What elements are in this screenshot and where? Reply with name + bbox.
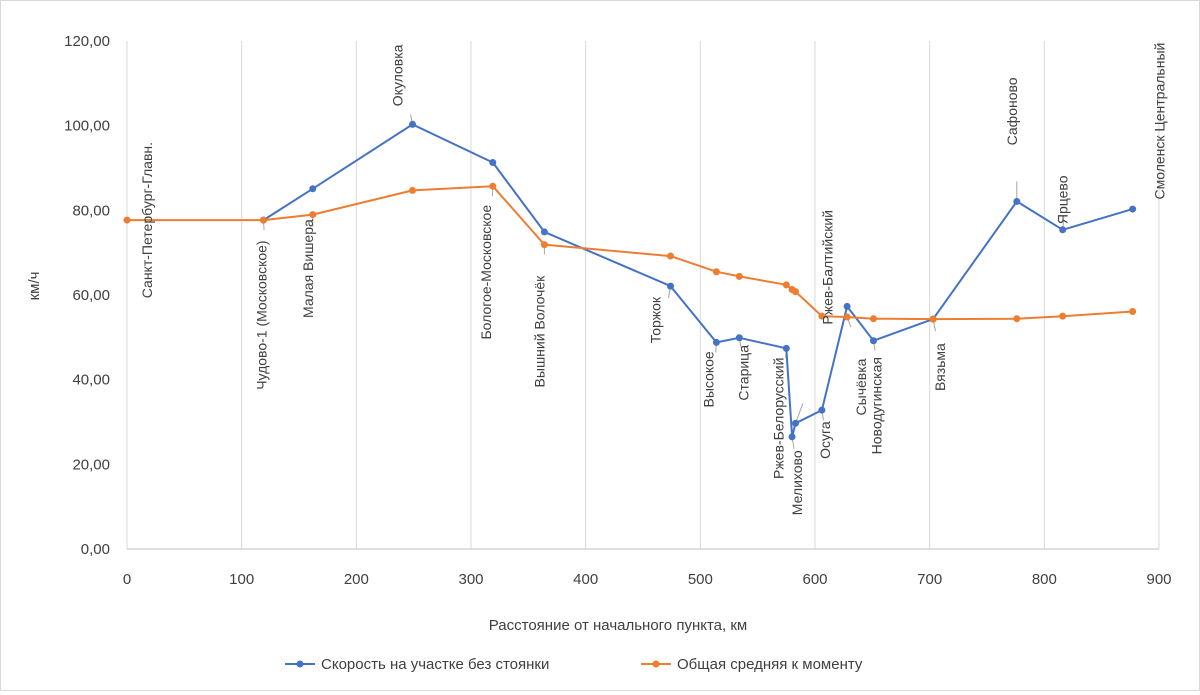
data-point <box>818 407 825 414</box>
station-label: Вышний Волочёк <box>531 275 547 388</box>
y-axis-ticks: 0,00 20,00 40,00 60,00 80,00 100,00 120,00 <box>64 33 110 558</box>
station-label: Ржев-Белорусский <box>770 358 786 479</box>
x-tick-label: 300 <box>458 571 483 588</box>
data-point <box>667 283 674 290</box>
legend-marker-average <box>653 661 660 668</box>
data-point <box>844 303 851 310</box>
y-axis-title: км/ч <box>26 272 43 301</box>
station-label: Вязьма <box>932 343 948 391</box>
data-point <box>1059 226 1066 233</box>
data-point <box>1013 315 1020 322</box>
station-label: Санкт-Петербург-Главн. <box>139 142 155 298</box>
x-tick-label: 0 <box>123 571 131 588</box>
x-axis-title: Расстояние от начального пункта, км <box>489 617 747 634</box>
data-point <box>541 241 548 248</box>
data-point <box>309 211 316 218</box>
data-point <box>1129 206 1136 213</box>
data-point <box>713 339 720 346</box>
x-tick-label: 700 <box>917 571 942 588</box>
data-point <box>409 187 416 194</box>
data-point <box>870 315 877 322</box>
data-point <box>713 268 720 275</box>
data-point <box>792 288 799 295</box>
data-point <box>930 316 937 323</box>
station-label: Смоленск Центральный <box>1152 43 1168 200</box>
station-label: Чудово-1 (Московское) <box>254 240 270 389</box>
x-tick-label: 800 <box>1032 571 1057 588</box>
data-point <box>409 121 416 128</box>
x-axis-ticks: 0 100 200 300 400 500 600 700 800 900 <box>123 571 1172 588</box>
data-point <box>844 314 851 321</box>
station-label: Осуга <box>817 421 833 459</box>
data-point <box>870 337 877 344</box>
station-label: Сычёвка <box>853 358 869 415</box>
data-point <box>783 281 790 288</box>
y-tick-label: 60,00 <box>72 287 110 304</box>
legend: Скорость на участке без стоянки Общая ср… <box>285 656 863 673</box>
station-label: Мелихово <box>789 450 805 515</box>
data-point <box>489 183 496 190</box>
legend-label-average: Общая средняя к моменту <box>677 656 863 673</box>
station-label: Ярцево <box>1055 175 1071 224</box>
station-label: Окуловка <box>390 44 406 106</box>
series-layer <box>124 121 1137 440</box>
station-label: Торжок <box>648 296 664 343</box>
legend-label-speed: Скорость на участке без стоянки <box>321 656 549 673</box>
series-line-0 <box>264 124 1133 436</box>
station-label: Бологое-Московское <box>478 205 494 340</box>
x-tick-label: 600 <box>802 571 827 588</box>
station-label: Ржев-Балтийский <box>820 210 836 325</box>
data-point <box>260 217 267 224</box>
data-point <box>489 159 496 166</box>
data-point <box>783 345 790 352</box>
series-line-1 <box>127 186 1133 319</box>
legend-marker-speed <box>297 661 304 668</box>
y-tick-label: 40,00 <box>72 372 110 389</box>
data-point <box>1059 313 1066 320</box>
label-leader-lines <box>263 114 1063 448</box>
y-tick-label: 120,00 <box>64 33 110 50</box>
y-tick-label: 100,00 <box>64 118 110 135</box>
x-tick-label: 500 <box>688 571 713 588</box>
data-point <box>736 334 743 341</box>
data-point <box>309 185 316 192</box>
data-point <box>124 217 131 224</box>
station-label: Сафоново <box>1004 77 1020 145</box>
x-tick-label: 200 <box>344 571 369 588</box>
data-point <box>792 420 799 427</box>
y-tick-label: 20,00 <box>72 456 110 473</box>
station-label: Старица <box>735 345 751 401</box>
station-label: Малая Вишера <box>300 219 316 318</box>
station-label: Новодугинская <box>869 357 885 454</box>
station-label: Высокое <box>700 351 716 407</box>
y-tick-label: 80,00 <box>72 202 110 219</box>
data-point <box>541 228 548 235</box>
data-point <box>667 253 674 260</box>
data-point <box>789 433 796 440</box>
data-point <box>1013 198 1020 205</box>
y-tick-label: 0,00 <box>81 541 110 558</box>
x-tick-label: 100 <box>229 571 254 588</box>
x-tick-label: 900 <box>1146 571 1171 588</box>
x-tick-label: 400 <box>573 571 598 588</box>
data-point <box>1129 308 1136 315</box>
data-point <box>736 273 743 280</box>
